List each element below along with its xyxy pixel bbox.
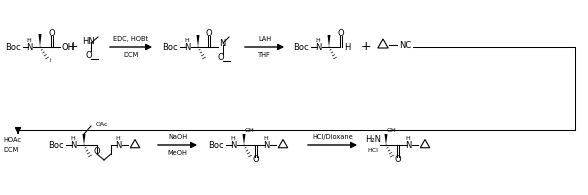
Text: O: O: [338, 28, 345, 37]
Text: N: N: [230, 141, 236, 150]
Text: N: N: [70, 141, 76, 150]
Text: H: H: [406, 136, 410, 142]
Polygon shape: [242, 134, 246, 145]
Text: O: O: [218, 53, 224, 63]
Text: OH: OH: [245, 129, 255, 134]
Text: DCM: DCM: [123, 52, 139, 58]
Text: H₂N: H₂N: [365, 135, 381, 144]
Text: Boc: Boc: [5, 43, 21, 51]
Text: Boc: Boc: [293, 43, 309, 51]
Text: H: H: [230, 136, 235, 142]
Text: H: H: [316, 38, 320, 43]
Polygon shape: [328, 35, 330, 47]
Text: H: H: [26, 38, 31, 43]
Text: H: H: [344, 43, 350, 51]
Text: DCM: DCM: [3, 147, 18, 153]
Text: NC: NC: [399, 41, 411, 50]
Polygon shape: [196, 35, 199, 47]
Text: Boc: Boc: [48, 141, 64, 150]
Text: MeOH: MeOH: [168, 150, 188, 156]
Text: H: H: [185, 38, 189, 43]
Text: N: N: [115, 141, 121, 150]
Text: OAc: OAc: [96, 121, 109, 127]
Text: H: H: [263, 136, 268, 142]
Text: NaOH: NaOH: [168, 134, 187, 140]
Text: O: O: [395, 155, 402, 165]
Text: O: O: [253, 155, 259, 165]
Text: HOAc: HOAc: [3, 137, 21, 143]
Text: N: N: [219, 38, 225, 48]
Text: OH: OH: [61, 43, 74, 51]
Polygon shape: [82, 134, 85, 145]
Text: N: N: [26, 43, 32, 51]
Text: O: O: [86, 51, 92, 60]
Text: HCl/Dioxane: HCl/Dioxane: [312, 134, 353, 140]
Polygon shape: [385, 134, 387, 145]
Text: OH: OH: [387, 129, 397, 134]
Text: +: +: [360, 41, 371, 53]
Text: EDC, HOBt: EDC, HOBt: [113, 36, 149, 42]
Text: O: O: [49, 28, 55, 37]
Text: H: H: [116, 136, 121, 142]
Text: H: H: [71, 136, 75, 142]
Text: N: N: [405, 141, 411, 150]
Text: Boc: Boc: [162, 43, 178, 51]
Text: HN: HN: [82, 37, 95, 46]
Text: LAH: LAH: [258, 36, 271, 42]
Text: HCl: HCl: [367, 147, 378, 152]
Text: +: +: [68, 41, 78, 53]
Text: N: N: [263, 141, 269, 150]
Polygon shape: [38, 34, 42, 47]
Text: i: i: [49, 58, 51, 63]
Text: N: N: [315, 43, 321, 51]
Text: N: N: [184, 43, 190, 51]
Text: Boc: Boc: [208, 141, 223, 150]
Text: O: O: [206, 28, 212, 37]
Text: O: O: [93, 146, 101, 155]
Text: THF: THF: [258, 52, 271, 58]
